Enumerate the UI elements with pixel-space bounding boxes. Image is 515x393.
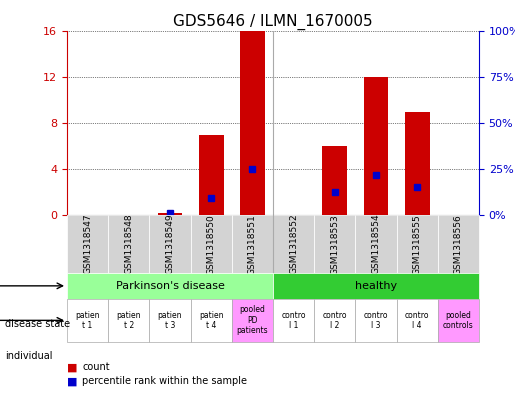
FancyBboxPatch shape (108, 299, 149, 342)
Text: GSM1318547: GSM1318547 (83, 214, 92, 274)
FancyBboxPatch shape (355, 215, 397, 273)
FancyBboxPatch shape (397, 299, 438, 342)
FancyBboxPatch shape (397, 215, 438, 273)
FancyBboxPatch shape (67, 299, 108, 342)
Text: disease state: disease state (5, 319, 70, 329)
Text: GSM1318548: GSM1318548 (124, 214, 133, 274)
FancyBboxPatch shape (149, 215, 191, 273)
Text: GSM1318549: GSM1318549 (165, 214, 175, 274)
Text: pooled
PD
patients: pooled PD patients (236, 305, 268, 335)
FancyBboxPatch shape (108, 215, 149, 273)
Text: GSM1318554: GSM1318554 (371, 214, 381, 274)
FancyBboxPatch shape (438, 215, 479, 273)
FancyBboxPatch shape (232, 299, 273, 342)
Bar (364, 77, 388, 215)
Text: pooled
controls: pooled controls (443, 310, 474, 330)
Text: contro
l 4: contro l 4 (405, 310, 430, 330)
Text: Parkinson's disease: Parkinson's disease (115, 281, 225, 291)
Text: GSM1318553: GSM1318553 (330, 214, 339, 275)
FancyBboxPatch shape (273, 215, 314, 273)
Bar (240, 31, 265, 215)
FancyBboxPatch shape (355, 299, 397, 342)
Text: patien
t 1: patien t 1 (75, 310, 100, 330)
FancyBboxPatch shape (149, 299, 191, 342)
Text: patien
t 4: patien t 4 (199, 310, 224, 330)
Title: GDS5646 / ILMN_1670005: GDS5646 / ILMN_1670005 (173, 14, 373, 30)
Text: healthy: healthy (355, 281, 397, 291)
Bar (322, 147, 347, 215)
FancyBboxPatch shape (232, 215, 273, 273)
FancyBboxPatch shape (67, 215, 108, 273)
Text: GSM1318550: GSM1318550 (207, 214, 216, 275)
Bar (199, 135, 224, 215)
Text: GSM1318551: GSM1318551 (248, 214, 257, 275)
Text: contro
l 2: contro l 2 (322, 310, 347, 330)
Text: GSM1318556: GSM1318556 (454, 214, 463, 275)
Text: ■: ■ (67, 362, 77, 373)
Text: percentile rank within the sample: percentile rank within the sample (82, 376, 247, 386)
Bar (405, 112, 430, 215)
Text: contro
l 1: contro l 1 (281, 310, 306, 330)
FancyBboxPatch shape (273, 273, 479, 299)
Text: patien
t 3: patien t 3 (158, 310, 182, 330)
Text: GSM1318552: GSM1318552 (289, 214, 298, 274)
Bar (158, 213, 182, 215)
FancyBboxPatch shape (191, 215, 232, 273)
Text: count: count (82, 362, 110, 373)
Text: ■: ■ (67, 376, 77, 386)
FancyBboxPatch shape (191, 299, 232, 342)
FancyBboxPatch shape (314, 215, 355, 273)
Text: contro
l 3: contro l 3 (364, 310, 388, 330)
FancyBboxPatch shape (273, 299, 314, 342)
Text: individual: individual (5, 351, 53, 361)
Text: GSM1318555: GSM1318555 (413, 214, 422, 275)
FancyBboxPatch shape (314, 299, 355, 342)
FancyBboxPatch shape (67, 273, 273, 299)
Text: patien
t 2: patien t 2 (116, 310, 141, 330)
FancyBboxPatch shape (438, 299, 479, 342)
